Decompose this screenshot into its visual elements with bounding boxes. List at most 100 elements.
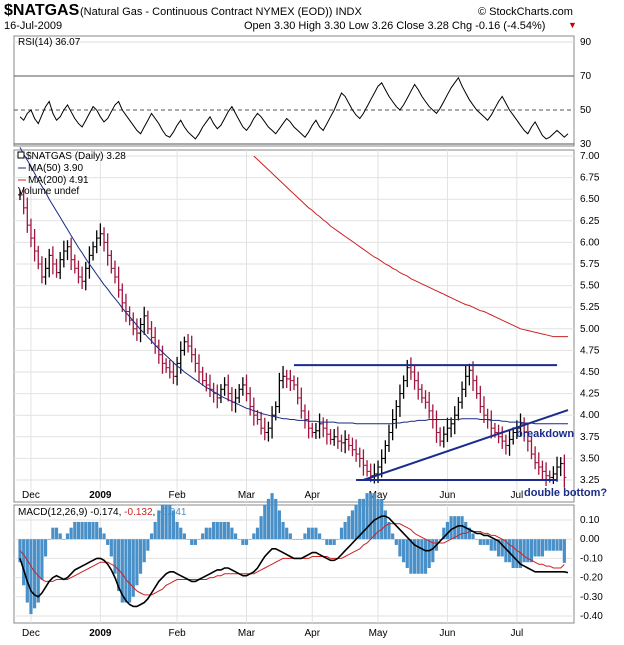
macd-hist-bar <box>73 521 77 540</box>
macd-hist-bar <box>325 539 329 545</box>
macd-hist-bar <box>507 539 512 563</box>
macd-hist-bar <box>91 521 95 540</box>
double-bottom-annotation: double bottom? <box>524 487 607 499</box>
macd-hist-bar <box>58 533 62 540</box>
macd-tick-label: 0.00 <box>580 534 600 545</box>
macd-hist-bar <box>288 533 292 540</box>
macd-tick-label: 0.10 <box>580 515 600 526</box>
macd-hist-bar <box>153 521 157 540</box>
macd-hist-bar <box>321 539 325 540</box>
macd-hist-bar <box>310 527 314 540</box>
macd-hist-bar <box>62 539 66 540</box>
ma50-legend-label: MA(50) 3.90 <box>28 163 83 174</box>
macd-hist-bar <box>237 539 241 540</box>
price-x-tick-label: May <box>369 490 388 501</box>
macd-hist-bar <box>438 539 442 540</box>
macd-hist-bar <box>526 539 530 563</box>
macd-hist-bar <box>117 539 121 592</box>
macd-hist-bar <box>120 539 124 603</box>
macd-hist-bar <box>540 539 545 557</box>
macd-x-tick-label: Apr <box>304 628 320 639</box>
macd-hist-bar <box>496 539 501 557</box>
macd-hist-bar <box>562 539 566 563</box>
macd-hist-bar <box>522 539 526 563</box>
macd-hist-bar <box>551 539 555 551</box>
macd-hist-bar <box>515 539 519 568</box>
macd-hist-bar <box>54 527 59 540</box>
price-legend-label: $NATGAS (Daily) 3.28 <box>26 151 126 162</box>
macd-hist-bar <box>420 539 424 574</box>
macd-hist-bar <box>285 527 289 540</box>
macd-hist-bar <box>36 539 40 603</box>
macd-legend-prefix: MACD(12,26,9) <box>18 507 87 518</box>
price-tick-label: 3.50 <box>580 453 600 464</box>
macd-hist-bar <box>76 521 81 540</box>
macd-hist-bar <box>391 533 395 540</box>
price-y-ticks: 3.25 3.50 3.75 4.00 4.25 4.50 4.75 5.00 5.25 5.50… <box>580 151 600 486</box>
macd-histogram <box>18 493 566 615</box>
price-x-tick-label: Feb <box>168 490 186 501</box>
macd-hist-bar <box>314 527 318 540</box>
macd-x-tick-label: Jun <box>439 628 455 639</box>
ma200-line <box>253 155 568 338</box>
macd-hist-bar <box>482 539 486 545</box>
macd-hist-bar <box>47 539 51 540</box>
macd-hist-bar <box>131 539 135 597</box>
price-tick-label: 7.00 <box>580 151 600 162</box>
macd-hist-bar <box>197 539 201 540</box>
price-tick-label: 6.00 <box>580 237 600 248</box>
macd-hist-bar <box>398 539 402 557</box>
svg-text:MACD(12,26,9) -0.174, -0.132,: MACD(12,26,9) -0.174, -0.132, -0.041 <box>18 507 187 518</box>
macd-hist-bar <box>43 539 48 557</box>
macd-x-ticks: Dec 2009 Feb Mar Apr May Jun Jul <box>22 628 523 639</box>
macd-hist-bar <box>365 493 369 540</box>
rsi-panel: 30 50 70 90 RSI(14) 36.07 <box>13 35 592 150</box>
macd-x-tick-label: 2009 <box>89 628 112 639</box>
macd-hist-bar <box>179 527 183 540</box>
macd-hist-bar <box>219 521 223 540</box>
macd-hist-bar <box>478 539 482 545</box>
price-bars <box>18 187 567 488</box>
price-x-tick-label: 2009 <box>89 490 112 501</box>
macd-hist-bar <box>102 533 106 540</box>
price-tick-label: 6.50 <box>580 194 600 205</box>
price-x-tick-label: Jul <box>510 490 523 501</box>
macd-legend-sep3: , <box>153 507 159 518</box>
macd-hist-bar <box>372 493 376 540</box>
macd-tick-label: -0.30 <box>580 592 603 603</box>
change-down-icon: ▼ <box>568 20 577 30</box>
macd-hist-bar <box>358 498 362 540</box>
macd-hist-bar <box>328 539 333 545</box>
macd-hist-bar <box>164 504 168 540</box>
macd-x-tick-label: Feb <box>168 628 186 639</box>
breakdown-annotation: breakdown <box>516 428 574 440</box>
macd-hist-bar <box>128 539 132 603</box>
macd-hist-bar <box>230 527 234 540</box>
price-tick-label: 5.50 <box>580 281 600 292</box>
macd-hist-bar <box>296 539 300 540</box>
macd-x-tick-label: May <box>369 628 388 639</box>
rsi-grid <box>14 41 574 145</box>
macd-hist-bar <box>215 521 219 540</box>
macd-hist-bar <box>201 533 205 540</box>
macd-hist-bar <box>350 510 355 540</box>
macd-hist-bar <box>193 539 197 545</box>
price-tick-label: 5.00 <box>580 324 600 335</box>
macd-hist-bar <box>40 539 44 580</box>
price-x-tick-label: Apr <box>304 490 320 501</box>
copyright-label[interactable]: © StockCharts.com <box>478 6 573 18</box>
price-frame <box>13 149 575 503</box>
macd-hist-bar <box>142 539 146 563</box>
macd-hist-bar <box>241 539 245 545</box>
macd-hist-bar <box>343 521 347 540</box>
volume-legend-label: Volume undef <box>18 186 79 197</box>
macd-y-ticks: 0.10 0.00 -0.10 -0.20 -0.30 -0.40 <box>580 515 603 622</box>
price-tick-label: 6.75 <box>580 173 600 184</box>
macd-hist-bar <box>354 504 358 540</box>
macd-hist-bar <box>303 533 307 540</box>
macd-hist-bar <box>442 527 446 540</box>
macd-hist-bar <box>87 521 92 540</box>
rsi-tick-label: 90 <box>580 37 592 48</box>
macd-hist-bar <box>255 527 260 540</box>
